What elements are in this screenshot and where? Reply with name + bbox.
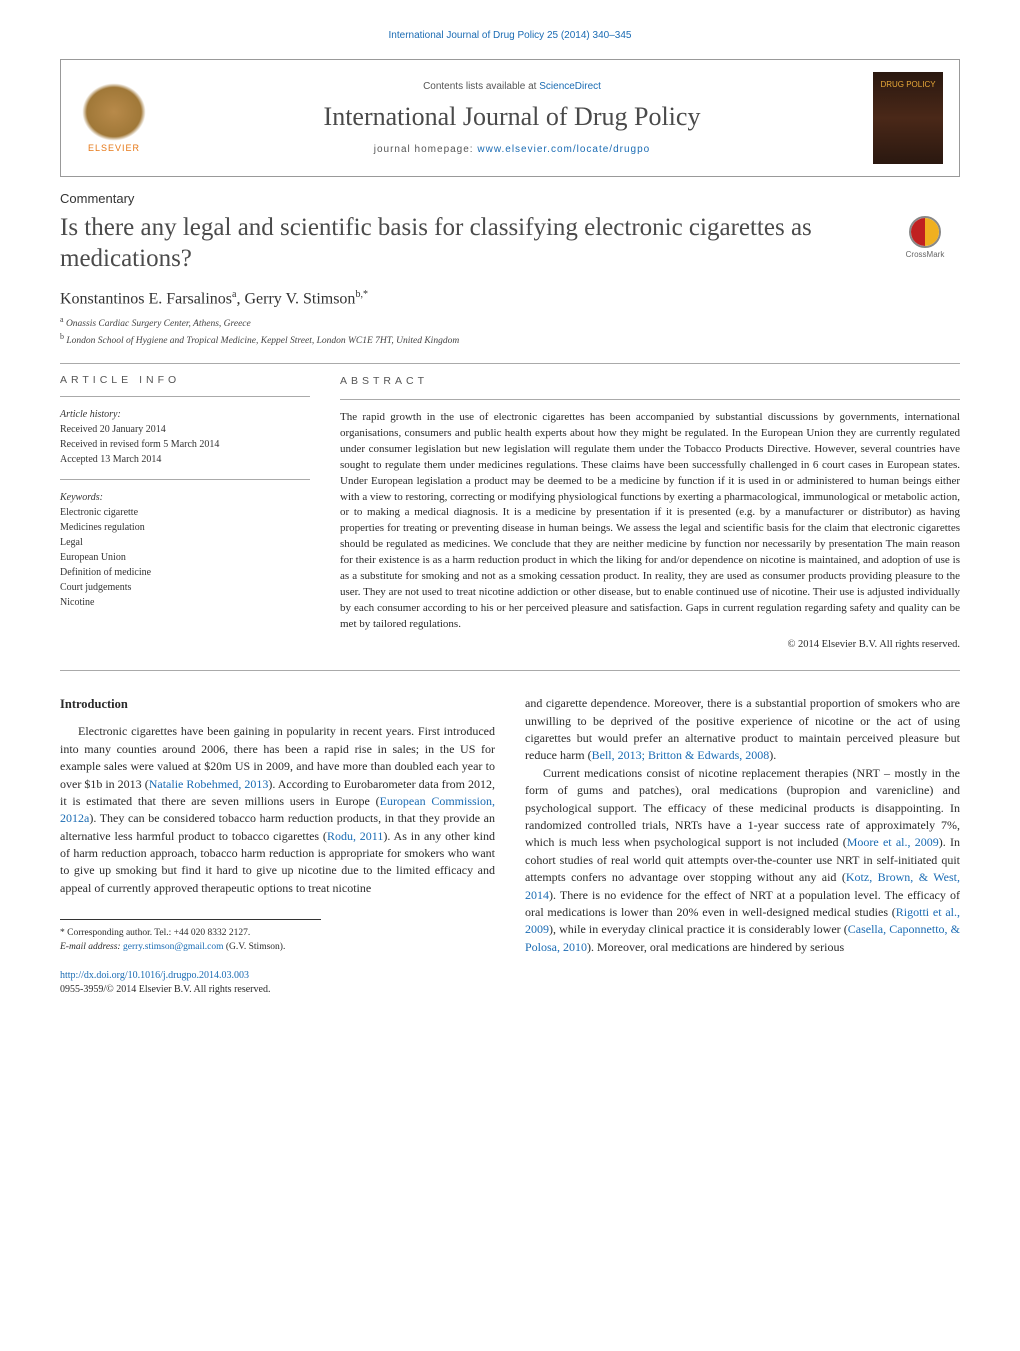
keyword: European Union — [60, 550, 310, 565]
affiliation-b: b London School of Hygiene and Tropical … — [60, 331, 960, 348]
history-accepted: Accepted 13 March 2014 — [60, 452, 310, 467]
abstract-column: abstract The rapid growth in the use of … — [340, 374, 960, 653]
issn-copyright-line: 0955-3959/© 2014 Elsevier B.V. All right… — [60, 984, 270, 995]
article-info-heading: article info — [60, 374, 310, 386]
history-revised: Received in revised form 5 March 2014 — [60, 437, 310, 452]
ref-robehmed-2013[interactable]: Natalie Robehmed, 2013 — [149, 777, 269, 791]
history-received: Received 20 January 2014 — [60, 422, 310, 437]
article-type: Commentary — [60, 191, 960, 206]
keywords-block: Keywords: Electronic cigarette Medicines… — [60, 490, 310, 610]
email-label: E-mail address: — [60, 942, 123, 952]
running-head: International Journal of Drug Policy 25 … — [60, 30, 960, 41]
author-2-affiliation-mark: b,* — [355, 289, 368, 300]
info-divider-2 — [60, 479, 310, 480]
article-title: Is there any legal and scientific basis … — [60, 212, 870, 275]
divider-top — [60, 363, 960, 364]
corresponding-email-link[interactable]: gerry.stimson@gmail.com — [123, 942, 223, 952]
abstract-text: The rapid growth in the use of electroni… — [340, 410, 960, 633]
affiliation-b-text: London School of Hygiene and Tropical Me… — [66, 336, 459, 346]
journal-header-box: ELSEVIER Contents lists available at Sci… — [60, 59, 960, 177]
journal-cover-thumbnail: DRUG POLICY — [873, 72, 943, 164]
body-column-left: Introduction Electronic cigarettes have … — [60, 695, 495, 997]
journal-homepage-line: journal homepage: www.elsevier.com/locat… — [167, 144, 857, 155]
col2-paragraph-1: and cigarette dependence. Moreover, ther… — [525, 695, 960, 765]
title-row: Is there any legal and scientific basis … — [60, 212, 960, 275]
doi-block: http://dx.doi.org/10.1016/j.drugpo.2014.… — [60, 969, 495, 997]
divider-bottom — [60, 670, 960, 671]
page: International Journal of Drug Policy 25 … — [0, 0, 1020, 1037]
corresponding-author: * Corresponding author. Tel.: +44 020 83… — [60, 926, 321, 940]
email-line: E-mail address: gerry.stimson@gmail.com … — [60, 940, 321, 954]
affiliation-a-text: Onassis Cardiac Surgery Center, Athens, … — [66, 319, 251, 329]
keyword: Medicines regulation — [60, 520, 310, 535]
info-divider-1 — [60, 396, 310, 397]
header-center: Contents lists available at ScienceDirec… — [167, 81, 857, 155]
crossmark-label: CrossMark — [906, 250, 945, 259]
abstract-divider — [340, 399, 960, 400]
keyword: Definition of medicine — [60, 565, 310, 580]
keyword: Court judgements — [60, 580, 310, 595]
author-2: Gerry V. Stimson — [244, 290, 355, 307]
body-column-right: and cigarette dependence. Moreover, ther… — [525, 695, 960, 997]
journal-name: International Journal of Drug Policy — [167, 102, 857, 132]
keyword: Electronic cigarette — [60, 505, 310, 520]
ref-rodu-2011[interactable]: Rodu, 2011 — [327, 829, 383, 843]
contents-available-line: Contents lists available at ScienceDirec… — [167, 81, 857, 92]
keyword: Nicotine — [60, 595, 310, 610]
history-label: Article history: — [60, 409, 121, 420]
homepage-prefix: journal homepage: — [374, 144, 478, 155]
body-columns: Introduction Electronic cigarettes have … — [60, 695, 960, 997]
info-abstract-row: article info Article history: Received 2… — [60, 374, 960, 653]
elsevier-tree-icon — [82, 83, 146, 141]
c2p2-text-e: ). Moreover, oral medications are hinder… — [587, 940, 844, 954]
article-history: Article history: Received 20 January 201… — [60, 407, 310, 467]
keywords-label: Keywords: — [60, 490, 310, 505]
crossmark-badge[interactable]: CrossMark — [890, 216, 960, 259]
cover-thumb-title: DRUG POLICY — [880, 80, 935, 90]
doi-link[interactable]: http://dx.doi.org/10.1016/j.drugpo.2014.… — [60, 970, 249, 981]
affiliation-a: a Onassis Cardiac Surgery Center, Athens… — [60, 314, 960, 331]
contents-prefix: Contents lists available at — [423, 81, 539, 92]
abstract-copyright: © 2014 Elsevier B.V. All rights reserved… — [340, 637, 960, 652]
footnotes: * Corresponding author. Tel.: +44 020 83… — [60, 919, 321, 955]
introduction-heading: Introduction — [60, 695, 495, 713]
elsevier-logo: ELSEVIER — [77, 77, 151, 159]
col2-paragraph-2: Current medications consist of nicotine … — [525, 765, 960, 956]
crossmark-icon — [909, 216, 941, 248]
c2p2-text-c: ). There is no evidence for the effect o… — [525, 888, 960, 919]
c2p2-text-d: ), while in everyday clinical practice i… — [549, 922, 848, 936]
c2p1-text-b: ). — [769, 748, 776, 762]
elsevier-label: ELSEVIER — [88, 143, 140, 153]
journal-homepage-link[interactable]: www.elsevier.com/locate/drugpo — [477, 144, 650, 155]
article-info-column: article info Article history: Received 2… — [60, 374, 310, 653]
authors-line: Konstantinos E. Farsalinosa, Gerry V. St… — [60, 289, 960, 308]
keyword: Legal — [60, 535, 310, 550]
ref-moore-2009[interactable]: Moore et al., 2009 — [847, 835, 939, 849]
email-suffix: (G.V. Stimson). — [223, 942, 285, 952]
sciencedirect-link[interactable]: ScienceDirect — [539, 81, 601, 92]
intro-paragraph-1: Electronic cigarettes have been gaining … — [60, 723, 495, 897]
affiliations: a Onassis Cardiac Surgery Center, Athens… — [60, 314, 960, 349]
ref-bell-britton[interactable]: Bell, 2013; Britton & Edwards, 2008 — [592, 748, 770, 762]
author-1: Konstantinos E. Farsalinos — [60, 290, 232, 307]
abstract-heading: abstract — [340, 374, 960, 389]
